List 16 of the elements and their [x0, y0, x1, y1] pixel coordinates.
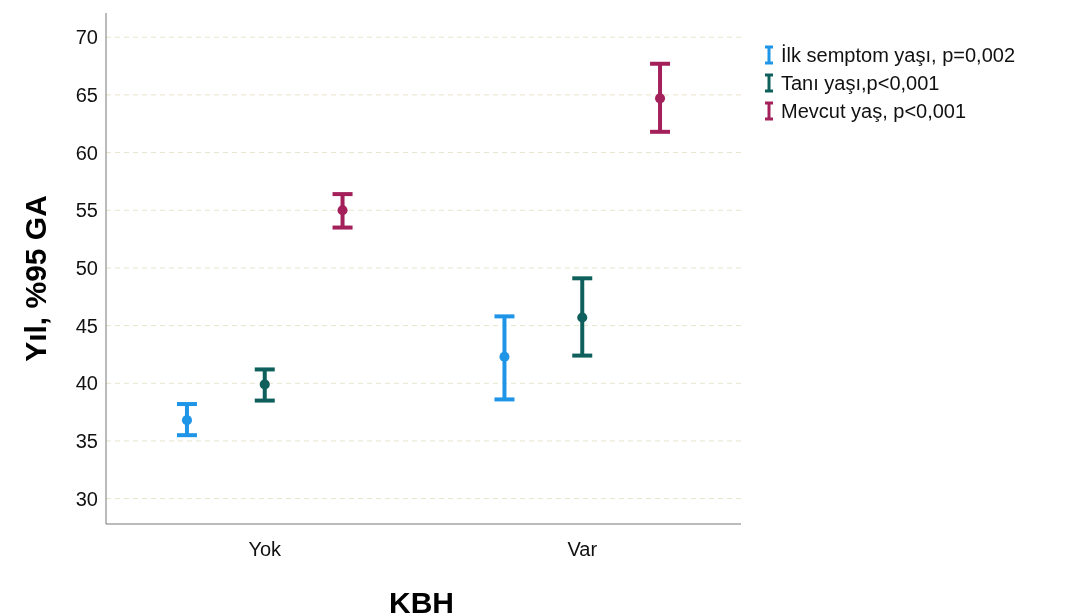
y-tick-label: 30 [75, 487, 98, 510]
y-tick-label: 50 [75, 256, 98, 279]
y-tick-label: 70 [75, 26, 98, 49]
y-tick-label: 65 [75, 83, 98, 106]
y-tick-label: 55 [75, 199, 98, 222]
x-tick-label: Var [567, 538, 598, 560]
y-tick-label: 40 [75, 372, 98, 395]
y-tick-label: 35 [75, 429, 98, 452]
y-tick-label: 60 [75, 141, 98, 164]
y-axis-title: Yıl, %95 GA [19, 195, 52, 362]
y-tick-label: 45 [75, 314, 98, 337]
x-tick-label: Yok [248, 538, 283, 560]
x-axis-title: KBH [389, 586, 454, 615]
legend-label: İlk semptom yaşı, p=0,002 [781, 44, 1016, 66]
legend-label: Mevcut yaş, p<0,001 [781, 100, 967, 122]
legend-label: Tanı yaşı,p<0,001 [781, 72, 940, 94]
